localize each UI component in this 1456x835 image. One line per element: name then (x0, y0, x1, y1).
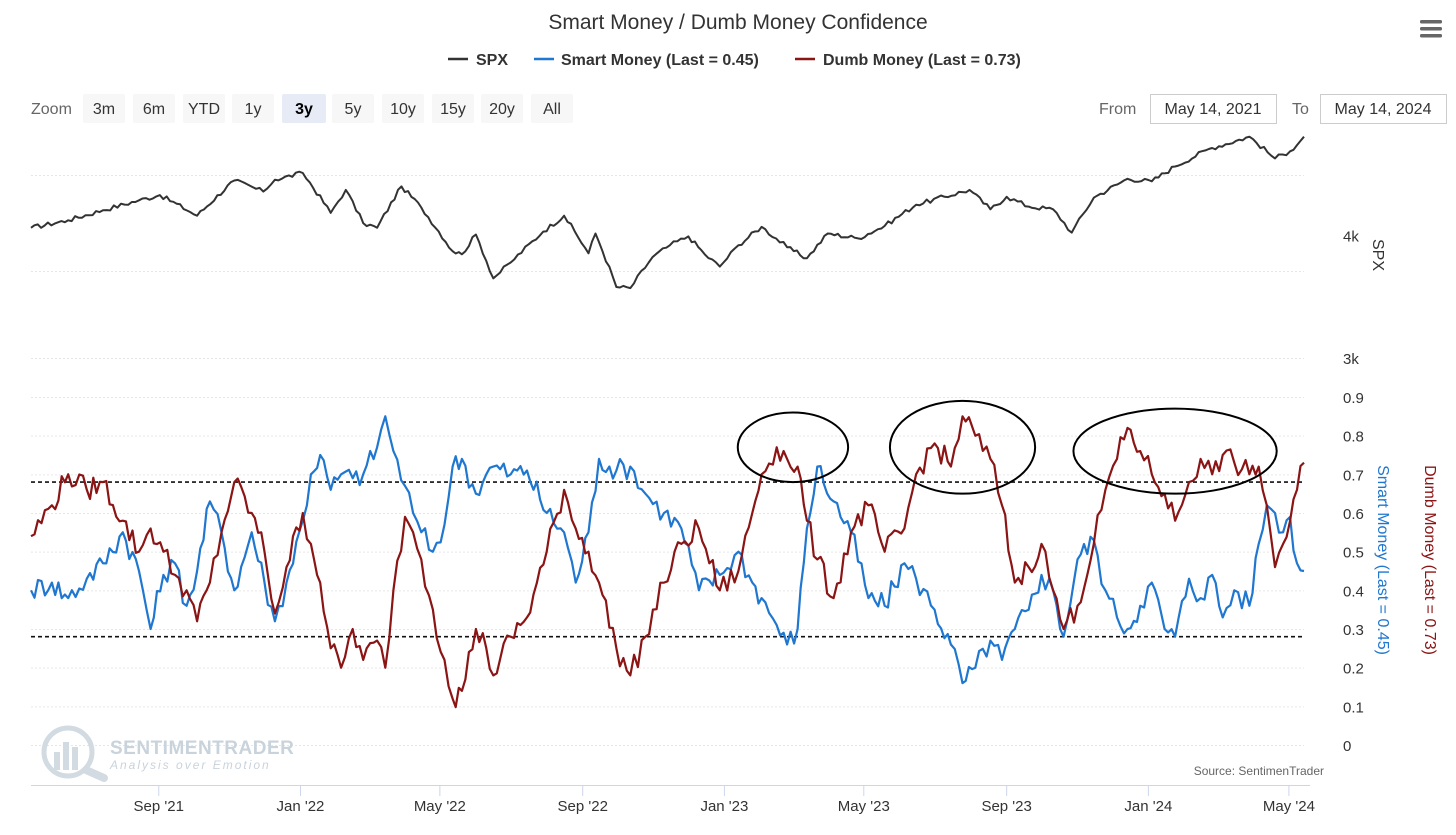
zoom-button-all[interactable]: All (531, 94, 573, 123)
annotation-ellipse-3 (1072, 407, 1278, 495)
spx-axis-ticks: 4k 3k (1343, 228, 1359, 368)
confidence-tick-label: 0.4 (1343, 583, 1364, 600)
confidence-axis-ticks: 0.9 0.8 0.7 0.6 0.5 0.4 0.3 0.2 0.1 0 (1343, 390, 1364, 755)
confidence-tick-label: 0.2 (1343, 661, 1364, 678)
zoom-button-label: 15y (440, 101, 466, 118)
x-tick-label: May '23 (838, 798, 890, 815)
dumb-money-axis-title: Dumb Money (Last = 0.73) (1421, 465, 1438, 655)
zoom-button-5y[interactable]: 5y (332, 94, 374, 123)
smart-money-axis-title: Smart Money (Last = 0.45) (1374, 465, 1391, 655)
zoom-button-label: 10y (390, 101, 416, 118)
source-credit: Source: SentimenTrader (1194, 764, 1324, 778)
series-group (30, 135, 1305, 709)
x-axis-ticks: Sep '21 Jan '22 May '22 Sep '22 Jan '23 May '… (134, 786, 1315, 815)
legend-label-smart-money: Smart Money (Last = 0.45) (561, 52, 759, 69)
series-line-spx (30, 135, 1305, 290)
to-date-value: May 14, 2024 (1335, 101, 1432, 118)
zoom-button-label: 1y (245, 101, 262, 118)
x-tick-label: Sep '22 (558, 798, 608, 815)
zoom-button-label: 6m (143, 101, 165, 118)
zoom-button-10y[interactable]: 10y (382, 94, 424, 123)
magnifier-logo-icon (41, 725, 108, 782)
confidence-tick-label: 0.1 (1343, 699, 1364, 716)
spx-tick-label: 3k (1343, 351, 1359, 368)
zoom-button-3y[interactable]: 3y (282, 94, 326, 123)
spx-tick-label: 4k (1343, 228, 1359, 245)
confidence-tick-label: 0.8 (1343, 429, 1364, 446)
annotation-group (736, 399, 1278, 495)
series-line-dumb-money (30, 415, 1305, 709)
zoom-button-label: 3y (295, 101, 313, 118)
confidence-tick-label: 0.5 (1343, 545, 1364, 562)
series-line-smart-money (30, 415, 1305, 685)
spx-axis-title: SPX (1369, 239, 1386, 271)
zoom-button-20y[interactable]: 20y (481, 94, 523, 123)
from-label: From (1099, 101, 1136, 118)
zoom-button-1y[interactable]: 1y (232, 94, 274, 123)
confidence-tick-label: 0.7 (1343, 467, 1364, 484)
zoom-button-ytd[interactable]: YTD (183, 94, 225, 123)
to-label: To (1292, 101, 1309, 118)
x-tick-label: Jan '23 (700, 798, 748, 815)
zoom-button-label: YTD (188, 101, 220, 118)
annotation-ellipse-2 (888, 399, 1037, 495)
gridlines (31, 175, 1304, 746)
legend-label-spx: SPX (476, 52, 508, 69)
x-tick-label: May '24 (1263, 798, 1315, 815)
zoom-button-label: 20y (489, 101, 515, 118)
zoom-button-group: 3m 6m YTD 1y 3y 5y 10y 15y 20y All (83, 94, 573, 123)
zoom-button-label: 3m (93, 101, 115, 118)
x-tick-label: Jan '24 (1124, 798, 1172, 815)
x-tick-label: May '22 (414, 798, 466, 815)
sentimentrader-watermark: SENTIMENTRADER Analysis over Emotion (41, 725, 294, 782)
confidence-tick-label: 0.3 (1343, 622, 1364, 639)
confidence-tick-label: 0.9 (1343, 390, 1364, 407)
legend: SPX Smart Money (Last = 0.45) Dumb Money… (448, 52, 1021, 69)
watermark-name: SENTIMENTRADER (110, 738, 294, 759)
zoom-button-label: 5y (345, 101, 362, 118)
legend-label-dumb-money: Dumb Money (Last = 0.73) (823, 52, 1021, 69)
reference-lines (31, 481, 1304, 638)
watermark-tagline: Analysis over Emotion (109, 758, 271, 772)
to-date-input[interactable]: May 14, 2024 (1320, 94, 1447, 124)
confidence-tick-label: 0.6 (1343, 506, 1364, 523)
legend-item-smart-money[interactable]: Smart Money (Last = 0.45) (534, 52, 759, 69)
chart-title: Smart Money / Dumb Money Confidence (548, 11, 927, 34)
legend-item-dumb-money[interactable]: Dumb Money (Last = 0.73) (795, 52, 1021, 69)
from-date-value: May 14, 2021 (1165, 101, 1262, 118)
zoom-button-3m[interactable]: 3m (83, 94, 125, 123)
confidence-tick-label: 0 (1343, 738, 1351, 755)
x-tick-label: Sep '23 (981, 798, 1031, 815)
annotation-ellipse-1 (736, 411, 850, 484)
zoom-button-label: All (543, 101, 561, 118)
zoom-button-6m[interactable]: 6m (133, 94, 175, 123)
legend-item-spx[interactable]: SPX (448, 52, 508, 69)
zoom-button-15y[interactable]: 15y (432, 94, 474, 123)
x-tick-label: Jan '22 (277, 798, 325, 815)
zoom-label: Zoom (31, 101, 72, 118)
from-date-input[interactable]: May 14, 2021 (1150, 94, 1277, 124)
hamburger-menu-icon[interactable] (1416, 16, 1446, 44)
x-tick-label: Sep '21 (134, 798, 184, 815)
